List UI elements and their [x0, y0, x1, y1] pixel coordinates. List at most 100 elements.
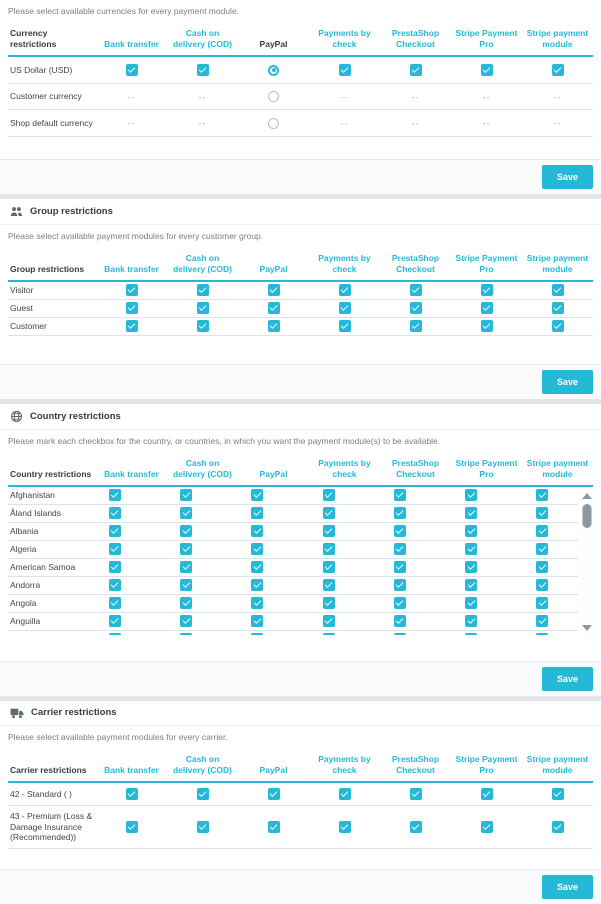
scroll-up-arrow[interactable] — [582, 492, 592, 499]
column-header[interactable]: Stripe Payment Pro — [451, 26, 522, 58]
column-header[interactable]: Payments by check — [309, 26, 380, 58]
column-header[interactable]: Cash on delivery (COD) — [167, 26, 238, 58]
checkbox-checked[interactable] — [322, 597, 335, 610]
checkbox-checked[interactable] — [267, 284, 280, 297]
column-header[interactable]: Stripe Payment Pro — [451, 455, 522, 487]
checkbox-checked[interactable] — [251, 615, 264, 628]
checkbox-checked[interactable] — [338, 302, 351, 315]
checkbox-checked[interactable] — [536, 579, 549, 592]
checkbox-checked[interactable] — [338, 820, 351, 833]
checkbox-checked[interactable] — [108, 579, 121, 592]
checkbox-checked[interactable] — [322, 633, 335, 635]
save-button[interactable]: Save — [541, 874, 593, 899]
checkbox-checked[interactable] — [251, 597, 264, 610]
country-scroll-area[interactable]: Afghanistan Åland Islands Albania Algeria Am… — [8, 486, 578, 635]
checkbox-checked[interactable] — [393, 615, 406, 628]
checkbox-checked[interactable] — [125, 320, 138, 333]
checkbox-checked[interactable] — [409, 787, 422, 800]
checkbox-checked[interactable] — [536, 543, 549, 556]
checkbox-checked[interactable] — [536, 615, 549, 628]
checkbox-checked[interactable] — [251, 525, 264, 538]
checkbox-checked[interactable] — [125, 302, 138, 315]
checkbox-checked[interactable] — [465, 597, 478, 610]
column-header[interactable]: Bank transfer — [96, 455, 167, 487]
column-header[interactable]: Stripe payment module — [522, 455, 593, 487]
checkbox-checked[interactable] — [409, 284, 422, 297]
save-button[interactable]: Save — [541, 164, 593, 189]
checkbox-checked[interactable] — [338, 284, 351, 297]
checkbox-checked[interactable] — [108, 615, 121, 628]
checkbox-checked[interactable] — [393, 489, 406, 502]
checkbox-checked[interactable] — [267, 320, 280, 333]
checkbox-checked[interactable] — [180, 507, 193, 520]
checkbox-checked[interactable] — [108, 507, 121, 520]
checkbox-checked[interactable] — [465, 525, 478, 538]
checkbox-checked[interactable] — [108, 543, 121, 556]
checkbox-checked[interactable] — [465, 561, 478, 574]
scrollbar-thumb[interactable] — [582, 503, 592, 528]
checkbox-checked[interactable] — [338, 787, 351, 800]
radio-unselected[interactable] — [268, 91, 279, 103]
checkbox-checked[interactable] — [465, 579, 478, 592]
checkbox-checked[interactable] — [465, 615, 478, 628]
checkbox-checked[interactable] — [551, 302, 564, 315]
checkbox-checked[interactable] — [409, 302, 422, 315]
checkbox-checked[interactable] — [251, 561, 264, 574]
checkbox-checked[interactable] — [322, 561, 335, 574]
checkbox-checked[interactable] — [480, 320, 493, 333]
column-header[interactable]: PayPal — [238, 751, 309, 783]
checkbox-checked[interactable] — [125, 820, 138, 833]
checkbox-checked[interactable] — [196, 284, 209, 297]
checkbox-checked[interactable] — [465, 543, 478, 556]
checkbox-checked[interactable] — [551, 787, 564, 800]
checkbox-checked[interactable] — [180, 543, 193, 556]
checkbox-checked[interactable] — [108, 633, 121, 635]
column-header[interactable]: Cash on delivery (COD) — [167, 455, 238, 487]
checkbox-checked[interactable] — [180, 489, 193, 502]
column-header[interactable]: Stripe payment module — [522, 26, 593, 58]
checkbox-checked[interactable] — [322, 579, 335, 592]
scrollbar[interactable] — [581, 488, 593, 635]
column-header[interactable]: PrestaShop Checkout — [380, 250, 451, 282]
checkbox-checked[interactable] — [409, 64, 422, 77]
checkbox-checked[interactable] — [551, 320, 564, 333]
column-header[interactable]: Payments by check — [309, 250, 380, 282]
radio-unselected[interactable] — [268, 117, 279, 129]
checkbox-checked[interactable] — [322, 543, 335, 556]
checkbox-checked[interactable] — [108, 489, 121, 502]
checkbox-checked[interactable] — [196, 302, 209, 315]
checkbox-checked[interactable] — [393, 525, 406, 538]
column-header[interactable]: Stripe Payment Pro — [451, 250, 522, 282]
save-button[interactable]: Save — [541, 666, 593, 691]
checkbox-checked[interactable] — [322, 489, 335, 502]
checkbox-checked[interactable] — [536, 561, 549, 574]
column-header[interactable]: Payments by check — [309, 455, 380, 487]
column-header[interactable]: Cash on delivery (COD) — [167, 751, 238, 783]
checkbox-checked[interactable] — [322, 525, 335, 538]
checkbox-checked[interactable] — [409, 820, 422, 833]
checkbox-checked[interactable] — [480, 787, 493, 800]
checkbox-checked[interactable] — [551, 64, 564, 77]
column-header[interactable]: Payments by check — [309, 751, 380, 783]
scroll-down-arrow[interactable] — [582, 624, 592, 631]
checkbox-checked[interactable] — [180, 633, 193, 635]
checkbox-checked[interactable] — [196, 787, 209, 800]
checkbox-checked[interactable] — [480, 820, 493, 833]
checkbox-checked[interactable] — [251, 579, 264, 592]
checkbox-checked[interactable] — [551, 820, 564, 833]
checkbox-checked[interactable] — [267, 787, 280, 800]
column-header[interactable]: PrestaShop Checkout — [380, 751, 451, 783]
checkbox-checked[interactable] — [180, 615, 193, 628]
checkbox-checked[interactable] — [125, 284, 138, 297]
checkbox-checked[interactable] — [108, 597, 121, 610]
checkbox-checked[interactable] — [393, 543, 406, 556]
checkbox-checked[interactable] — [393, 597, 406, 610]
checkbox-checked[interactable] — [251, 489, 264, 502]
checkbox-checked[interactable] — [536, 489, 549, 502]
checkbox-checked[interactable] — [196, 820, 209, 833]
radio-selected[interactable] — [268, 64, 279, 76]
column-header[interactable]: Stripe payment module — [522, 250, 593, 282]
checkbox-checked[interactable] — [393, 507, 406, 520]
checkbox-checked[interactable] — [551, 284, 564, 297]
checkbox-checked[interactable] — [480, 302, 493, 315]
